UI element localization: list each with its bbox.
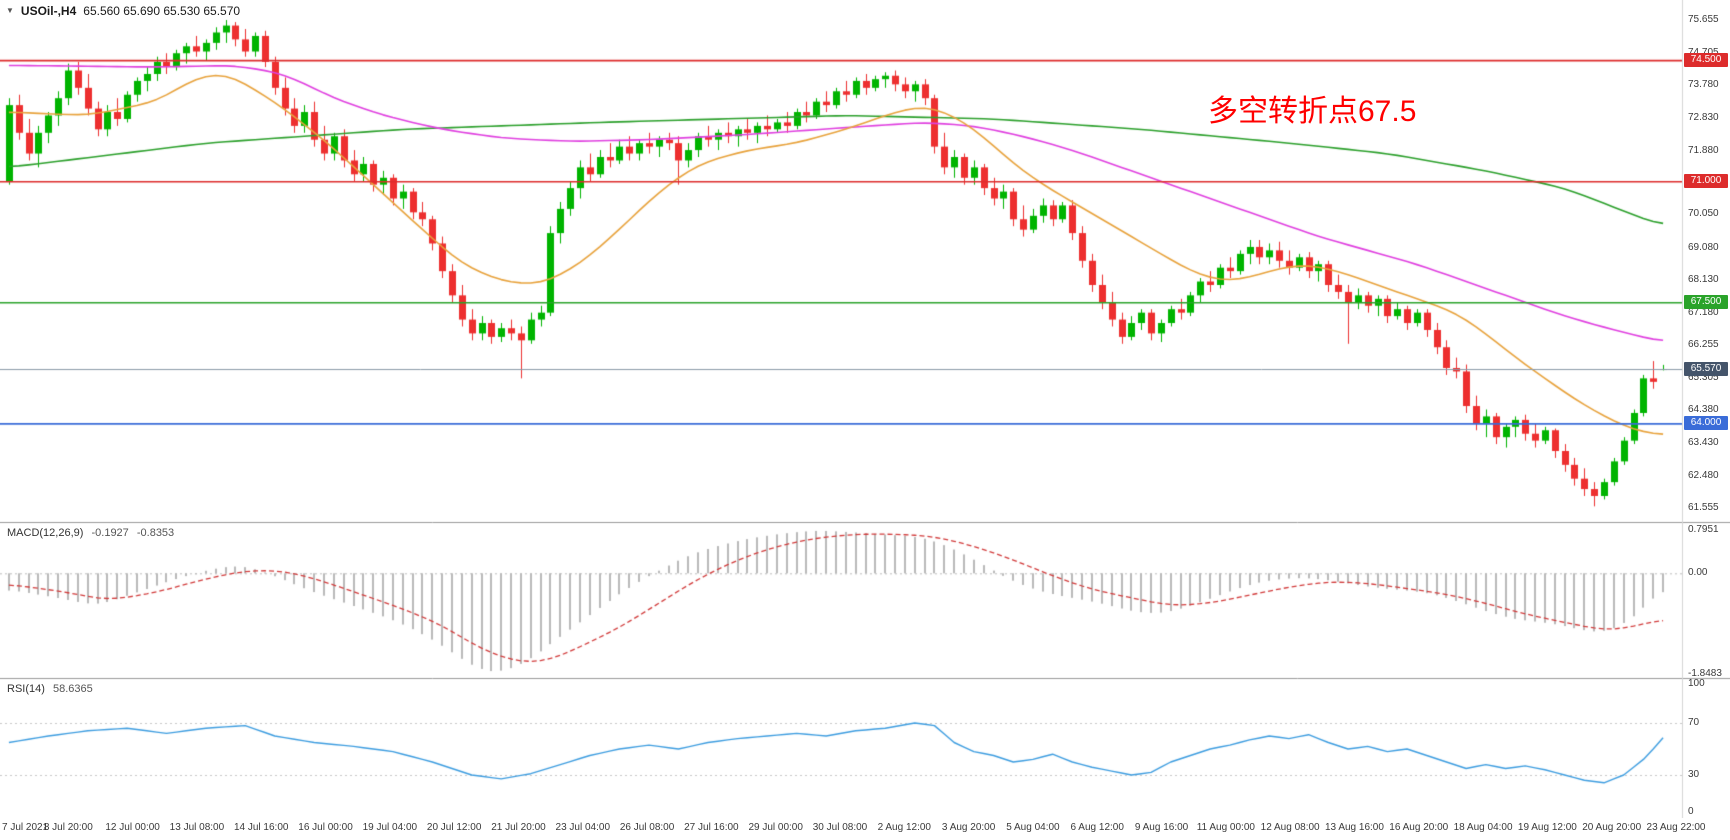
x-axis-label: 13 Aug 16:00 (1324, 822, 1384, 833)
x-axis-label: 2 Aug 12:00 (877, 822, 931, 833)
x-axis-label: 23 Aug 22:00 (1646, 822, 1706, 833)
price-axis-label: 70.050 (1688, 208, 1719, 220)
x-axis-label: 6 Aug 12:00 (1070, 822, 1124, 833)
x-axis-label: 29 Jul 00:00 (748, 822, 803, 833)
price-level-badge: 74.500 (1684, 53, 1728, 68)
x-axis-label: 16 Aug 20:00 (1389, 822, 1449, 833)
x-axis-label: 20 Aug 20:00 (1582, 822, 1642, 833)
x-axis-label: 7 Jul 2021 (2, 822, 49, 833)
price-axis-label: 63.430 (1688, 437, 1719, 449)
price-level-badge: 64.000 (1684, 416, 1728, 431)
x-axis-label: 5 Aug 04:00 (1006, 822, 1060, 833)
rsi-axis-label: 70 (1688, 717, 1700, 728)
rsi-label-text: RSI(14) (7, 683, 45, 695)
x-axis-label: 30 Jul 08:00 (812, 822, 868, 833)
x-axis-label: 19 Jul 04:00 (362, 822, 418, 833)
macd-signal-value: -0.8353 (136, 527, 175, 539)
price-axis-label: 75.655 (1688, 14, 1719, 26)
rsi-axis-label: 0 (1688, 806, 1694, 817)
x-axis-label: 3 Aug 20:00 (941, 822, 996, 833)
price-axis-label: 69.080 (1688, 241, 1719, 253)
x-axis-label: 20 Jul 12:00 (426, 822, 482, 833)
price-level-badge: 71.000 (1684, 174, 1728, 189)
price-axis[interactable]: 75.65574.70573.78072.83071.88070.93070.0… (1683, 0, 1730, 818)
symbol-period-label: USOil-,H4 (20, 4, 77, 18)
price-axis-label: 66.255 (1688, 339, 1719, 351)
x-axis-label: 9 Aug 16:00 (1134, 822, 1189, 833)
chart-annotation-text: 多空转折点67.5 (1208, 95, 1417, 128)
price-axis-label: 65.305 (1688, 372, 1719, 384)
ohlc-values: 65.560 65.690 65.530 65.570 (83, 4, 241, 18)
x-axis-label: 12 Jul 00:00 (105, 822, 160, 833)
price-axis-label: 62.480 (1688, 469, 1719, 481)
macd-axis-label: 0.7951 (1688, 524, 1719, 535)
price-axis-label: 68.130 (1688, 274, 1719, 286)
macd-axis-label: -1.8483 (1688, 668, 1722, 679)
rsi-value: 58.6365 (52, 683, 93, 695)
price-axis-label: 74.705 (1688, 47, 1719, 58)
macd-axis-label: 0.00 (1688, 567, 1708, 579)
rsi-axis-label: 100 (1688, 678, 1705, 689)
macd-label-text: MACD(12,26,9) (7, 527, 84, 539)
macd-indicator-label: MACD(12,26,9) -0.1927 -0.8353 (7, 527, 174, 539)
price-level-badge: 67.500 (1684, 295, 1728, 310)
x-axis-label: 18 Aug 04:00 (1453, 822, 1513, 833)
price-axis-label: 61.555 (1688, 501, 1719, 513)
price-axis-label: 72.830 (1688, 111, 1719, 123)
x-axis-label: 8 Jul 20:00 (43, 822, 93, 833)
price-axis-label: 67.180 (1688, 307, 1719, 319)
price-axis-label: 71.880 (1688, 144, 1719, 156)
x-axis-label: 26 Jul 08:00 (619, 822, 675, 833)
macd-value: -0.1927 (91, 527, 129, 539)
time-axis[interactable]: 7 Jul 2021 8 Jul 20:00 12 Jul 00:00 13 Jul … (0, 818, 1730, 840)
chart-title: ▼ USOil-,H4 65.560 65.690 65.530 65.570 (6, 4, 240, 18)
x-axis-label: 19 Aug 12:00 (1517, 822, 1577, 833)
price-axis-label: 73.780 (1688, 79, 1719, 91)
triangle-down-icon[interactable]: ▼ (6, 6, 14, 15)
x-axis-label: 13 Jul 08:00 (169, 822, 225, 833)
rsi-indicator-label: RSI(14) 58.6365 (7, 683, 93, 695)
x-axis-label: 23 Jul 04:00 (555, 822, 611, 833)
x-axis-label: 21 Jul 20:00 (491, 822, 546, 833)
x-axis-label: 12 Aug 08:00 (1260, 822, 1320, 833)
x-axis-label: 11 Aug 00:00 (1196, 822, 1255, 833)
price-axis-label: 64.380 (1688, 404, 1719, 416)
x-axis-label: 27 Jul 16:00 (684, 822, 739, 833)
rsi-axis-label: 30 (1688, 769, 1700, 780)
x-axis-label: 14 Jul 16:00 (233, 822, 289, 833)
current-price-badge: 65.570 (1684, 362, 1728, 377)
x-axis-label: 16 Jul 00:00 (298, 822, 353, 833)
